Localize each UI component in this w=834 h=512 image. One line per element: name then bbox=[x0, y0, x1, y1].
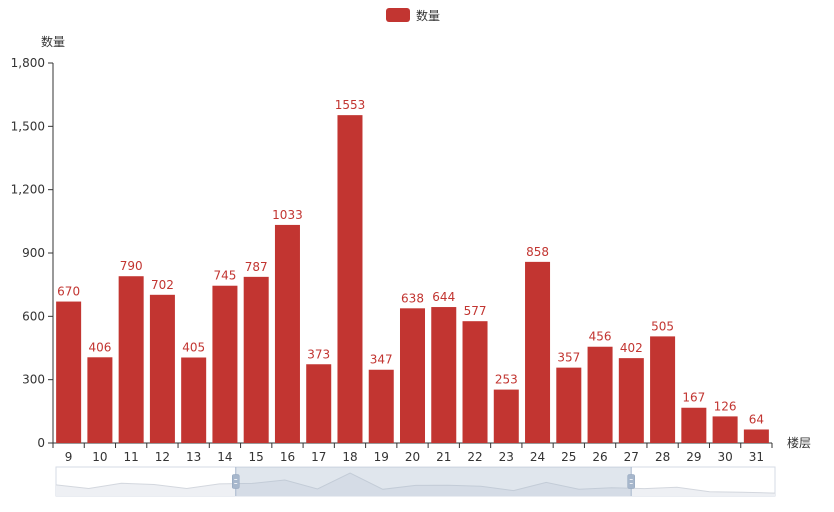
bar[interactable] bbox=[399, 308, 426, 443]
bar[interactable] bbox=[493, 389, 519, 443]
bar[interactable] bbox=[56, 301, 82, 443]
bar-value-label: 1033 bbox=[272, 208, 303, 222]
bar-value-label: 702 bbox=[151, 278, 174, 292]
x-tick-label: 30 bbox=[717, 450, 732, 464]
bar[interactable] bbox=[681, 407, 707, 443]
bar-value-label: 406 bbox=[88, 340, 111, 354]
bar-value-label: 126 bbox=[714, 399, 737, 413]
bar-value-label: 670 bbox=[57, 285, 80, 299]
y-tick-label: 300 bbox=[22, 373, 45, 387]
bar[interactable] bbox=[181, 357, 207, 444]
x-tick-label: 24 bbox=[530, 450, 545, 464]
y-tick-label: 0 bbox=[37, 436, 45, 450]
bar-value-label: 373 bbox=[307, 347, 330, 361]
x-tick-label: 16 bbox=[280, 450, 295, 464]
bar-value-label: 858 bbox=[526, 245, 549, 259]
datazoom-right-handle[interactable] bbox=[627, 474, 635, 489]
bar-value-label: 1553 bbox=[335, 98, 366, 112]
bar[interactable] bbox=[618, 358, 644, 443]
x-tick-label: 17 bbox=[311, 450, 326, 464]
bar[interactable] bbox=[337, 115, 363, 444]
legend-label: 数量 bbox=[416, 8, 441, 23]
x-tick-label: 23 bbox=[499, 450, 514, 464]
x-tick-label: 14 bbox=[217, 450, 232, 464]
bar[interactable] bbox=[431, 307, 457, 443]
bar[interactable] bbox=[368, 369, 394, 443]
bar-value-label: 577 bbox=[464, 304, 487, 318]
bar[interactable] bbox=[212, 285, 238, 443]
x-tick-label: 9 bbox=[65, 450, 73, 464]
bar-value-label: 644 bbox=[432, 290, 455, 304]
y-tick-label: 1,800 bbox=[11, 56, 45, 70]
y-tick-label: 1,200 bbox=[11, 183, 45, 197]
bar[interactable] bbox=[525, 261, 551, 443]
bar-value-label: 790 bbox=[120, 259, 143, 273]
x-tick-label: 27 bbox=[624, 450, 639, 464]
bar[interactable] bbox=[87, 357, 113, 443]
x-tick-label: 25 bbox=[561, 450, 576, 464]
chart-legend[interactable]: 数量 bbox=[386, 7, 440, 23]
y-tick-label: 900 bbox=[22, 246, 45, 260]
bar-value-label: 505 bbox=[651, 319, 674, 333]
bar-value-label: 347 bbox=[370, 353, 393, 367]
bar[interactable] bbox=[118, 276, 144, 443]
x-tick-label: 11 bbox=[124, 450, 139, 464]
x-tick-label: 31 bbox=[749, 450, 764, 464]
y-tick-label: 600 bbox=[22, 309, 45, 323]
bar-value-label: 787 bbox=[245, 260, 268, 274]
x-tick-label: 21 bbox=[436, 450, 451, 464]
bar[interactable] bbox=[587, 346, 613, 443]
bar[interactable] bbox=[650, 336, 676, 443]
y-axis-title: 数量 bbox=[41, 34, 65, 49]
x-tick-label: 26 bbox=[592, 450, 607, 464]
bar-value-label: 456 bbox=[589, 330, 612, 344]
bar[interactable] bbox=[743, 429, 769, 443]
bar[interactable] bbox=[712, 416, 738, 443]
bar[interactable] bbox=[462, 321, 488, 443]
bar-value-label: 357 bbox=[557, 351, 580, 365]
x-tick-label: 22 bbox=[467, 450, 482, 464]
x-tick-label: 28 bbox=[655, 450, 670, 464]
x-tick-label: 20 bbox=[405, 450, 420, 464]
bar-value-label: 253 bbox=[495, 373, 518, 387]
bar[interactable] bbox=[274, 224, 300, 443]
bar[interactable] bbox=[243, 276, 269, 443]
x-tick-label: 13 bbox=[186, 450, 201, 464]
datazoom-selection[interactable] bbox=[235, 467, 632, 496]
bar-value-label: 745 bbox=[213, 269, 236, 283]
y-tick-label: 1,500 bbox=[11, 119, 45, 133]
x-tick-label: 10 bbox=[92, 450, 107, 464]
bar-value-label: 167 bbox=[682, 391, 705, 405]
datazoom-left-handle[interactable] bbox=[232, 474, 240, 489]
bar[interactable] bbox=[149, 294, 175, 443]
bar-value-label: 405 bbox=[182, 341, 205, 355]
x-tick-label: 29 bbox=[686, 450, 701, 464]
x-tick-label: 12 bbox=[155, 450, 170, 464]
bar-value-label: 64 bbox=[749, 412, 764, 426]
bar-value-label: 638 bbox=[401, 291, 424, 305]
x-axis-title: 楼层 bbox=[787, 435, 811, 450]
legend-swatch bbox=[386, 8, 410, 22]
datazoom-preview-line bbox=[55, 472, 776, 494]
bar-value-label: 402 bbox=[620, 341, 643, 355]
x-tick-label: 18 bbox=[342, 450, 357, 464]
bar[interactable] bbox=[556, 367, 582, 443]
x-tick-label: 19 bbox=[374, 450, 389, 464]
bar[interactable] bbox=[306, 364, 332, 443]
x-tick-label: 15 bbox=[249, 450, 264, 464]
